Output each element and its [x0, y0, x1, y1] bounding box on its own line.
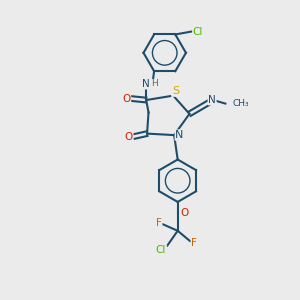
- Text: N: N: [208, 95, 216, 105]
- Text: N: N: [142, 79, 150, 89]
- Text: O: O: [122, 94, 130, 103]
- Text: H: H: [151, 80, 158, 88]
- Text: S: S: [172, 86, 179, 96]
- Text: F: F: [191, 238, 197, 248]
- Text: Cl: Cl: [156, 245, 166, 255]
- Text: Cl: Cl: [193, 26, 203, 37]
- Text: F: F: [156, 218, 162, 228]
- Text: CH₃: CH₃: [232, 99, 249, 108]
- Text: O: O: [125, 132, 133, 142]
- Text: O: O: [180, 208, 188, 218]
- Text: N: N: [175, 130, 184, 140]
